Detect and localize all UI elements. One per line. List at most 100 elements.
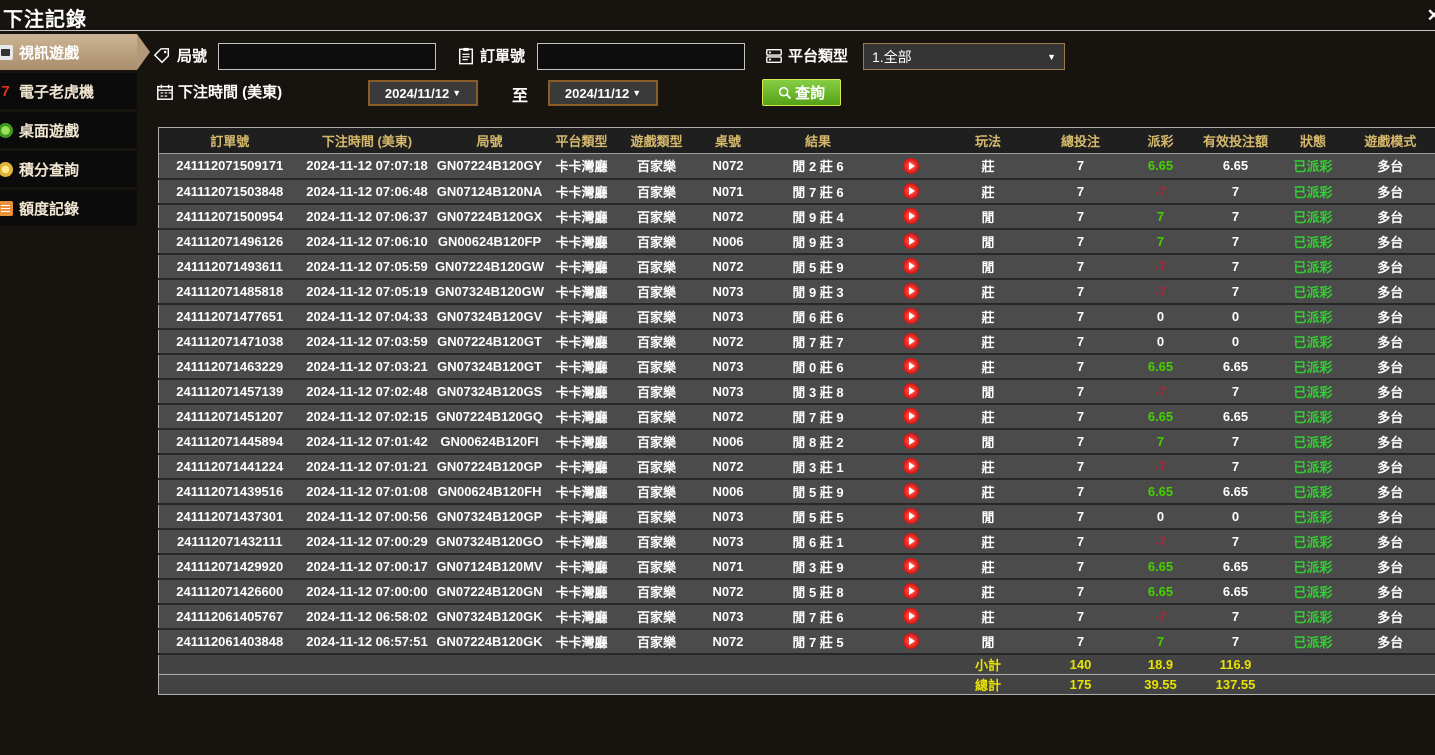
replay-icon[interactable] bbox=[902, 258, 919, 275]
slot-machine-icon: 7 bbox=[1, 82, 10, 100]
cell-result: 閒 9 莊 3 bbox=[760, 278, 876, 305]
cell-status: 已派彩 bbox=[1280, 253, 1346, 280]
replay-icon[interactable] bbox=[902, 433, 919, 450]
cell-game-mode: 多台 bbox=[1345, 403, 1435, 430]
cell-replay bbox=[875, 353, 946, 380]
sidebar-item-video-games[interactable]: 視訊遊戲 bbox=[0, 34, 150, 70]
cell-order-no: 241112071439516 bbox=[158, 478, 301, 505]
replay-icon[interactable] bbox=[902, 508, 919, 525]
cell-payout: -7 bbox=[1130, 378, 1191, 405]
platform-type-select[interactable]: 1.全部 ▼ bbox=[863, 43, 1065, 70]
cell-payout: 6.65 bbox=[1130, 578, 1191, 605]
grand-total-valid-bet: 137.55 bbox=[1190, 673, 1281, 695]
table-row: 241112071426600 2024-11-12 07:00:00 GN07… bbox=[158, 578, 1435, 605]
cell-replay bbox=[875, 153, 946, 180]
sidebar-item-slot-machines[interactable]: 7 電子老虎機 bbox=[0, 73, 137, 109]
replay-icon[interactable] bbox=[902, 208, 919, 225]
cell-result: 閒 8 莊 2 bbox=[760, 428, 876, 455]
cell-play: 閒 bbox=[945, 378, 1031, 405]
cell-payout: -7 bbox=[1130, 453, 1191, 480]
replay-icon[interactable] bbox=[902, 483, 919, 500]
table-row: 241112071437301 2024-11-12 07:00:56 GN07… bbox=[158, 503, 1435, 530]
cell-total-bet: 7 bbox=[1030, 528, 1131, 555]
cell-valid-bet: 6.65 bbox=[1190, 153, 1281, 180]
cell-game-type: 百家樂 bbox=[617, 528, 696, 555]
cell-payout: 7 bbox=[1130, 428, 1191, 455]
cell-platform: 卡卡灣廳 bbox=[545, 328, 618, 355]
cell-round-no: GN07324B120GK bbox=[433, 603, 546, 630]
cell-total-bet: 7 bbox=[1030, 503, 1131, 530]
main-content: 局號 訂單號 平台類型 1.全部 ▼ bbox=[137, 31, 1435, 755]
cell-result: 閒 7 莊 7 bbox=[760, 328, 876, 355]
cell-valid-bet: 6.65 bbox=[1190, 478, 1281, 505]
order-no-label: 訂單號 bbox=[480, 48, 526, 65]
replay-icon[interactable] bbox=[902, 183, 919, 200]
search-button[interactable]: 查詢 bbox=[762, 79, 841, 106]
cell-result: 閒 3 莊 9 bbox=[760, 553, 876, 580]
bet-records-table: 訂單號 下注時間 (美東) 局號 平台類型 遊戲類型 桌號 結果 玩法 總投注 … bbox=[158, 127, 1435, 695]
replay-icon[interactable] bbox=[902, 558, 919, 575]
cell-play: 莊 bbox=[945, 528, 1031, 555]
cell-play: 閒 bbox=[945, 228, 1031, 255]
table-row: 241112071445894 2024-11-12 07:01:42 GN00… bbox=[158, 428, 1435, 455]
cell-status: 已派彩 bbox=[1280, 228, 1346, 255]
replay-icon[interactable] bbox=[902, 383, 919, 400]
cell-game-mode: 多台 bbox=[1345, 203, 1435, 230]
cell-order-no: 241112061403848 bbox=[158, 628, 301, 655]
cell-payout: 0 bbox=[1130, 303, 1191, 330]
cell-table-no: N073 bbox=[695, 353, 761, 380]
close-icon[interactable]: ✕ bbox=[1426, 6, 1435, 25]
replay-icon[interactable] bbox=[902, 533, 919, 550]
round-no-input[interactable] bbox=[218, 43, 436, 70]
cell-result: 閒 7 莊 5 bbox=[760, 628, 876, 655]
cell-platform: 卡卡灣廳 bbox=[545, 253, 618, 280]
cell-platform: 卡卡灣廳 bbox=[545, 178, 618, 205]
subtotal-total-bet: 140 bbox=[1030, 653, 1131, 675]
subtotal-spacer bbox=[1280, 653, 1435, 675]
sidebar-item-table-games[interactable]: 桌面遊戲 bbox=[0, 112, 137, 148]
cell-order-no: 241112071426600 bbox=[158, 578, 301, 605]
cell-game-mode: 多台 bbox=[1345, 528, 1435, 555]
replay-icon[interactable] bbox=[902, 608, 919, 625]
cell-replay bbox=[875, 553, 946, 580]
cell-order-no: 241112071429920 bbox=[158, 553, 301, 580]
cell-status: 已派彩 bbox=[1280, 378, 1346, 405]
cell-valid-bet: 7 bbox=[1190, 278, 1281, 305]
cell-table-no: N006 bbox=[695, 228, 761, 255]
cell-payout: 6.65 bbox=[1130, 353, 1191, 380]
date-to-select[interactable]: 2024/11/12 ▼ bbox=[548, 80, 658, 106]
sidebar-item-credit-record[interactable]: 額度記錄 bbox=[0, 190, 137, 226]
grand-total-spacer bbox=[1280, 673, 1435, 695]
replay-icon[interactable] bbox=[902, 283, 919, 300]
cell-payout: 6.65 bbox=[1130, 403, 1191, 430]
replay-icon[interactable] bbox=[902, 308, 919, 325]
date-from-select[interactable]: 2024/11/12 ▼ bbox=[368, 80, 478, 106]
replay-icon[interactable] bbox=[902, 583, 919, 600]
replay-icon[interactable] bbox=[902, 233, 919, 250]
cell-table-no: N006 bbox=[695, 478, 761, 505]
replay-icon[interactable] bbox=[902, 633, 919, 650]
cell-total-bet: 7 bbox=[1030, 253, 1131, 280]
cell-game-type: 百家樂 bbox=[617, 453, 696, 480]
cell-order-no: 241112071471038 bbox=[158, 328, 301, 355]
cell-result: 閒 6 莊 1 bbox=[760, 528, 876, 555]
cell-order-no: 241112071477651 bbox=[158, 303, 301, 330]
subtotal-valid-bet: 116.9 bbox=[1190, 653, 1281, 675]
subtotal-payout: 18.9 bbox=[1130, 653, 1191, 675]
tag-icon bbox=[153, 48, 170, 64]
replay-icon[interactable] bbox=[902, 333, 919, 350]
cell-table-no: N072 bbox=[695, 578, 761, 605]
replay-icon[interactable] bbox=[902, 158, 919, 175]
col-result: 結果 bbox=[760, 127, 876, 154]
sidebar-item-points-query[interactable]: 積分查詢 bbox=[0, 151, 137, 187]
cell-table-no: N073 bbox=[695, 303, 761, 330]
cell-order-no: 241112071463229 bbox=[158, 353, 301, 380]
cell-play: 莊 bbox=[945, 553, 1031, 580]
cell-table-no: N071 bbox=[695, 178, 761, 205]
replay-icon[interactable] bbox=[902, 358, 919, 375]
replay-icon[interactable] bbox=[902, 408, 919, 425]
search-icon bbox=[778, 86, 792, 99]
order-no-input[interactable] bbox=[537, 43, 745, 70]
grand-total-spacer bbox=[158, 673, 946, 695]
replay-icon[interactable] bbox=[902, 458, 919, 475]
